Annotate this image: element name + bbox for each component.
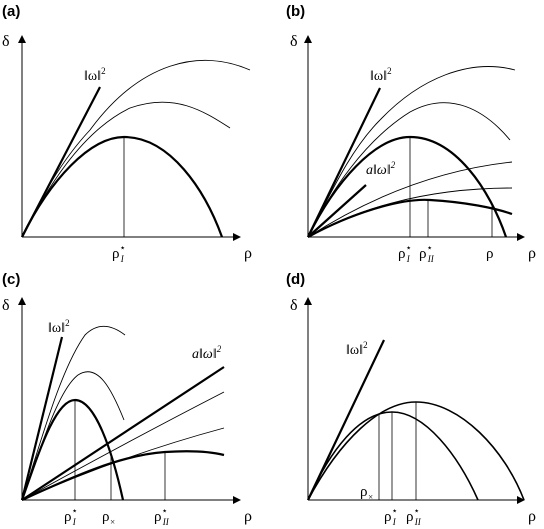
panel-a-curve-middle (21, 101, 231, 238)
panel-c-lower-curve-2 (21, 427, 225, 501)
panel-c-lower-curve-thick (21, 450, 225, 501)
panel-b-x-label: ρ (528, 245, 536, 262)
panel-c-a-norm-label: a‖ω‖2 (192, 344, 222, 362)
panel-b-tick-rho-II-star: ρ⋆ II (419, 243, 435, 264)
panel-d-label: (d) (286, 271, 305, 288)
panel-b-lower-curve-1 (307, 161, 513, 238)
panel-d-x-label: ρ (528, 508, 536, 525)
panel-c-tick-rho-II-star: ρ⋆ II (154, 506, 170, 527)
panel-d-tick-rho-II-star: ρ⋆ II (406, 506, 422, 527)
panel-d-tick-rho-I-star: ρ⋆ I (384, 506, 398, 527)
panel-c: (c) δ ρ ‖ω‖2 a‖ω‖2 ρ⋆ I ρ× ρ⋆ II (2, 271, 252, 527)
panel-b: (b) δ ρ ‖ω‖2 a‖ω‖2 ρ⋆ I ρ⋆ II ρ (286, 3, 536, 264)
panel-a-y-label: δ (2, 33, 10, 50)
panel-d-curve-1 (307, 411, 479, 501)
panel-b-curve-upper (307, 66, 516, 238)
panel-c-norm-label: ‖ω‖2 (48, 318, 70, 336)
panel-b-lower-curve-thick (307, 198, 513, 238)
panel-d-y-label: δ (290, 297, 298, 314)
panel-c-curve-upper (21, 325, 126, 501)
panel-c-y-label: δ (2, 297, 10, 314)
panel-c-tick-rho-I-star: ρ⋆ I (64, 506, 78, 527)
panel-a-label: (a) (2, 3, 20, 20)
panel-d-norm-label: ‖ω‖2 (346, 340, 368, 358)
panel-b-y-label: δ (290, 33, 298, 50)
panel-a-norm-label: ‖ω‖2 (84, 66, 106, 84)
panel-c-a-norm-line (21, 366, 225, 501)
panel-a-x-label: ρ (244, 245, 252, 262)
panel-d-tick-rho-cross: ρ× (360, 484, 374, 502)
panel-c-curve-thick (20, 398, 125, 501)
panel-c-norm-line (20, 336, 64, 501)
panel-b-norm-label: ‖ω‖2 (370, 66, 392, 84)
panel-c-label: (c) (2, 271, 20, 288)
panel-b-tick-rho: ρ (486, 246, 494, 262)
panel-a-tick-rho-I-star: ρ⋆ I (112, 243, 126, 264)
panel-b-a-norm-line (307, 184, 367, 238)
panel-a-curve-upper (21, 59, 251, 238)
panel-d: (d) δ ρ ‖ω‖2 ρ× ρ⋆ I ρ⋆ II (286, 271, 536, 527)
panel-b-norm-line (307, 87, 381, 238)
panel-b-tick-rho-I-star: ρ⋆ I (398, 243, 412, 264)
panel-c-lower-curve-1 (21, 391, 225, 501)
panel-b-a-norm-label: a‖ω‖2 (366, 160, 396, 178)
panel-a-curve-thick (21, 135, 224, 238)
panel-a: (a) δ ρ ‖ω‖2 ρ⋆ I (2, 3, 252, 264)
panel-b-label: (b) (286, 3, 305, 20)
panel-c-x-label: ρ (244, 508, 252, 525)
panel-c-tick-rho-cross: ρ× (102, 509, 116, 527)
panel-b-curve-middle (307, 102, 511, 238)
